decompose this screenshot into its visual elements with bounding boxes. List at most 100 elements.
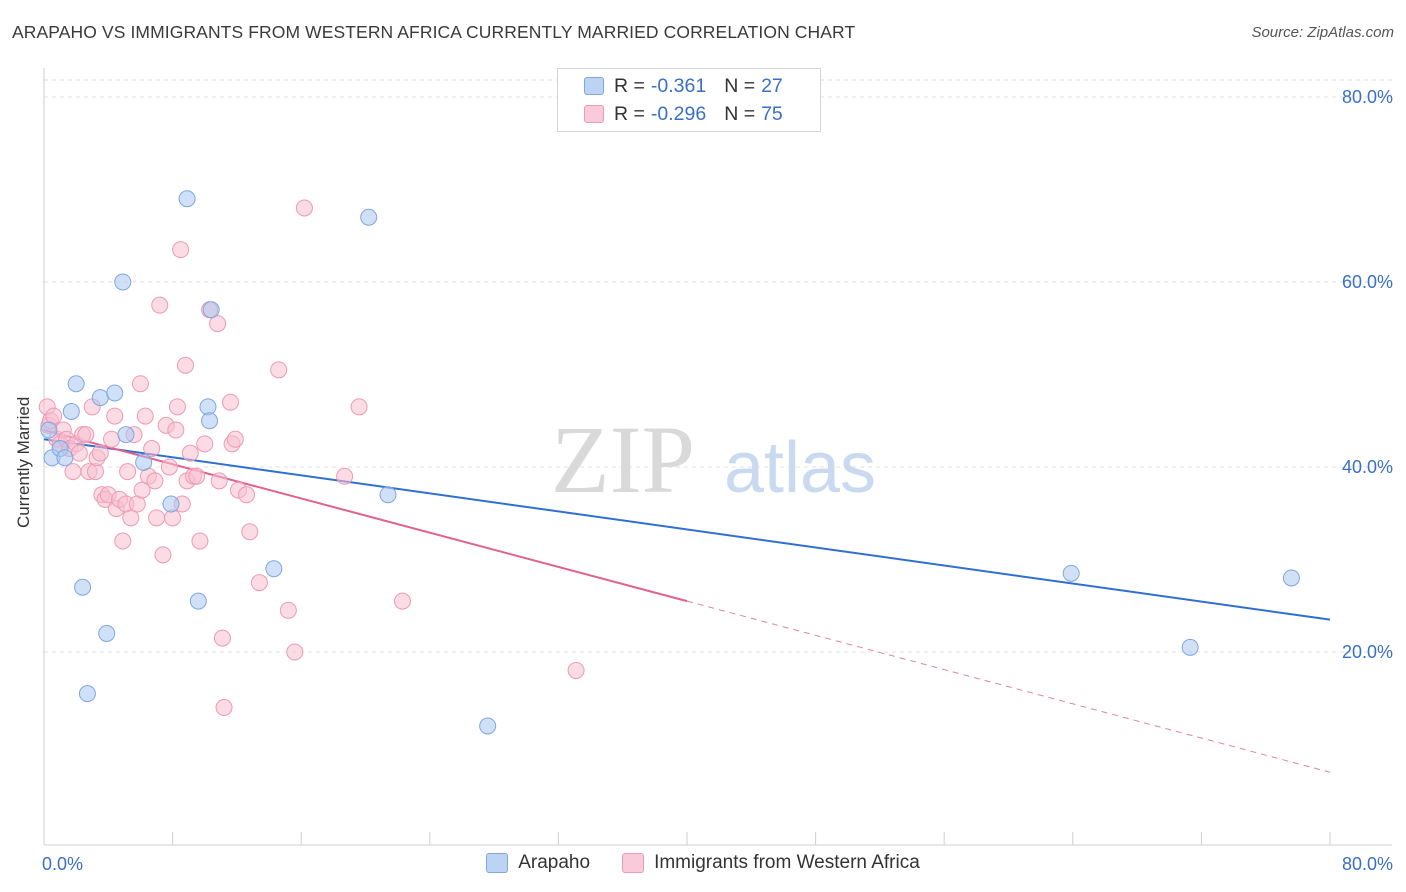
western-africa-point	[103, 430, 121, 448]
x-tick-label-max: 80.0%	[1342, 854, 1393, 874]
western-africa-point	[151, 296, 169, 314]
western-africa-swatch	[584, 105, 604, 123]
chart-source: Source: ZipAtlas.com	[1251, 24, 1394, 41]
western-africa-point	[238, 486, 256, 504]
legend-label-western-africa: Immigrants from Western Africa	[654, 852, 920, 873]
zipatlas-watermark: ZIP atlas	[551, 406, 876, 513]
legend-item-western-africa[interactable]: Immigrants from Western Africa	[622, 852, 920, 874]
trend-line-extension-1	[686, 600, 1331, 773]
western-africa-point	[215, 699, 233, 716]
tick-labels: 20.0% 40.0% 60.0% 80.0% 0.0% 80.0%	[42, 87, 1393, 874]
y-tick-label-40: 40.0%	[1342, 457, 1393, 477]
western-africa-point	[122, 509, 140, 527]
legend-label-arapaho: Arapaho	[518, 852, 591, 873]
western-africa-point	[286, 643, 304, 661]
arapaho-point	[67, 375, 85, 393]
western-africa-point	[250, 574, 268, 592]
arapaho-point	[74, 578, 92, 596]
arapaho-point	[1062, 564, 1080, 582]
arapaho-point	[91, 389, 109, 407]
r-label: R =	[614, 74, 645, 97]
legend-item-arapaho[interactable]: Arapaho	[486, 852, 590, 874]
western-africa-point	[160, 458, 178, 476]
n-label: N =	[724, 102, 756, 125]
western-africa-point	[146, 472, 164, 490]
arapaho-point	[360, 208, 378, 226]
western-africa-point	[567, 662, 585, 679]
western-africa-point	[148, 509, 166, 527]
watermark-zip: ZIP	[551, 406, 695, 513]
n-label: N =	[724, 74, 756, 97]
western-africa-point	[64, 463, 82, 481]
arapaho-point	[117, 426, 135, 444]
western-africa-point	[279, 601, 297, 619]
western-africa-point	[167, 421, 185, 439]
legend-swatch-western-africa	[622, 853, 645, 873]
western-africa-point	[70, 444, 88, 462]
western-africa-point	[188, 467, 206, 485]
western-africa-point	[106, 407, 124, 425]
arapaho-point	[135, 453, 153, 471]
arapaho-point	[189, 592, 207, 610]
western-africa-point	[176, 356, 194, 374]
arapaho-point	[114, 273, 132, 291]
arapaho-point	[178, 190, 196, 208]
arapaho-point	[78, 685, 96, 703]
western-africa-point	[172, 241, 190, 259]
arapaho-point	[1181, 638, 1199, 656]
arapaho-point	[1282, 569, 1300, 587]
western-africa-point	[168, 398, 186, 416]
correlation-legend: R = -0.361 N = 27 R = -0.296 N = 75	[557, 68, 821, 132]
chart-title: ARAPAHO VS IMMIGRANTS FROM WESTERN AFRIC…	[12, 22, 856, 42]
western-africa-point	[143, 440, 161, 457]
y-tick-label-80: 80.0%	[1342, 87, 1393, 107]
western-africa-point	[221, 393, 239, 411]
western-africa-point	[270, 361, 288, 379]
arapaho-r-value: -0.361	[650, 74, 707, 97]
western-africa-point	[241, 523, 259, 541]
legend-swatch-arapaho	[486, 853, 509, 873]
western-africa-point	[226, 430, 244, 448]
arapaho-point	[62, 403, 80, 420]
arapaho-point	[265, 560, 283, 578]
data-points	[38, 190, 1300, 735]
arapaho-point	[162, 495, 180, 513]
western-africa-point	[114, 532, 132, 550]
arapaho-point	[56, 449, 74, 467]
axes	[43, 68, 1392, 846]
western-africa-point	[393, 592, 411, 610]
arapaho-point	[201, 412, 219, 430]
western-africa-point	[350, 398, 368, 416]
western-africa-point	[154, 546, 172, 564]
western-africa-n-value: 75	[761, 102, 783, 125]
western-africa-point	[295, 199, 313, 217]
arapaho-point	[98, 625, 116, 642]
trend-line-0	[43, 438, 1331, 621]
arapaho-point	[479, 717, 497, 735]
western-africa-point	[181, 444, 199, 462]
series-points-0	[40, 190, 1300, 735]
western-africa-point	[91, 444, 109, 462]
western-africa-point	[213, 629, 231, 647]
western-africa-point	[191, 532, 209, 550]
western-africa-point	[131, 375, 149, 393]
arapaho-point	[106, 384, 124, 402]
arapaho-point	[379, 486, 397, 504]
arapaho-n-value: 27	[761, 74, 783, 97]
y-tick-label-20: 20.0%	[1342, 642, 1393, 662]
western-africa-point	[336, 467, 354, 485]
western-africa-point	[196, 435, 214, 453]
western-africa-point	[119, 463, 137, 481]
grid-lines	[44, 79, 1392, 653]
corr-row-arapaho: R = -0.361 N = 27	[584, 73, 783, 99]
western-africa-point	[77, 426, 95, 444]
western-africa-point	[136, 407, 154, 425]
arapaho-swatch	[584, 77, 604, 95]
arapaho-point	[202, 301, 220, 319]
western-africa-point	[209, 315, 227, 333]
western-africa-point	[210, 472, 228, 490]
x-tick-label-min: 0.0%	[42, 854, 83, 874]
r-label: R =	[614, 102, 645, 125]
series-legend: Arapaho Immigrants from Western Africa	[0, 852, 1406, 874]
